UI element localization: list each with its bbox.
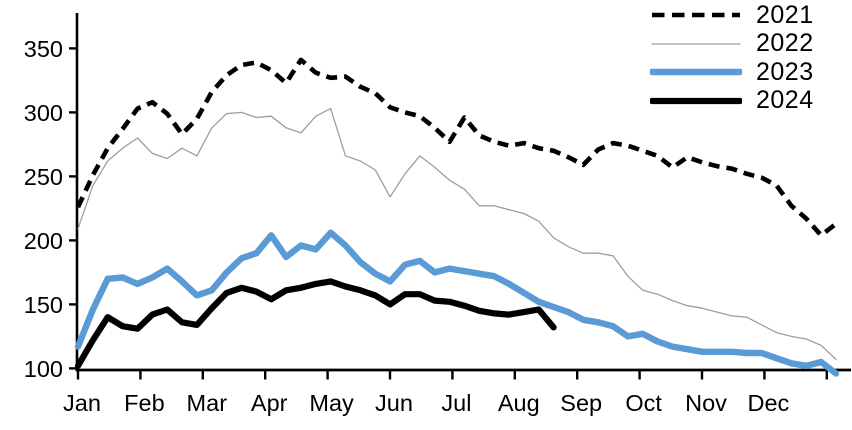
y-tick-label: 100	[24, 356, 63, 382]
y-tick-label: 200	[24, 228, 63, 254]
series-line-2023	[74, 229, 840, 377]
x-tick-label: May	[309, 390, 354, 416]
legend-label-2021: 2021	[756, 0, 814, 29]
legend-item-2021: 2021	[650, 1, 814, 30]
legend-line-black-icon	[648, 87, 744, 115]
legend-line-dashed-icon	[650, 1, 742, 29]
x-tick-label: Feb	[124, 390, 165, 416]
legend-item-2023: 2023	[648, 57, 814, 87]
legend-label-2023: 2023	[756, 57, 814, 86]
legend-label-2024: 2024	[756, 86, 814, 115]
y-tick-label: 300	[24, 100, 63, 126]
series-line-2022	[77, 107, 837, 361]
x-tick-label: Jun	[375, 390, 413, 416]
legend-label-2022: 2022	[756, 29, 814, 58]
x-tick-label: Dec	[748, 390, 790, 416]
x-tick-label: Nov	[685, 390, 727, 416]
legend-line-blue-icon	[648, 58, 744, 86]
x-tick-label: Mar	[187, 390, 228, 416]
y-tick-label: 250	[24, 164, 63, 190]
series-line-2024	[74, 278, 557, 369]
series-line-2021	[75, 57, 838, 238]
y-tick-label: 150	[24, 292, 63, 318]
x-tick-label: Jul	[441, 390, 471, 416]
legend-item-2022: 2022	[650, 30, 814, 59]
legend-line-thin-gray-icon	[650, 30, 742, 58]
legend: 2021 2022 2023 2024	[648, 1, 814, 116]
x-tick-label: Apr	[251, 390, 288, 416]
legend-item-2024: 2024	[648, 86, 814, 116]
x-tick-label: Aug	[498, 390, 540, 416]
x-tick-label: Sep	[560, 390, 602, 416]
x-tick-label: Oct	[625, 390, 662, 416]
x-tick-label: Jan	[63, 390, 101, 416]
y-tick-label: 350	[24, 36, 63, 62]
